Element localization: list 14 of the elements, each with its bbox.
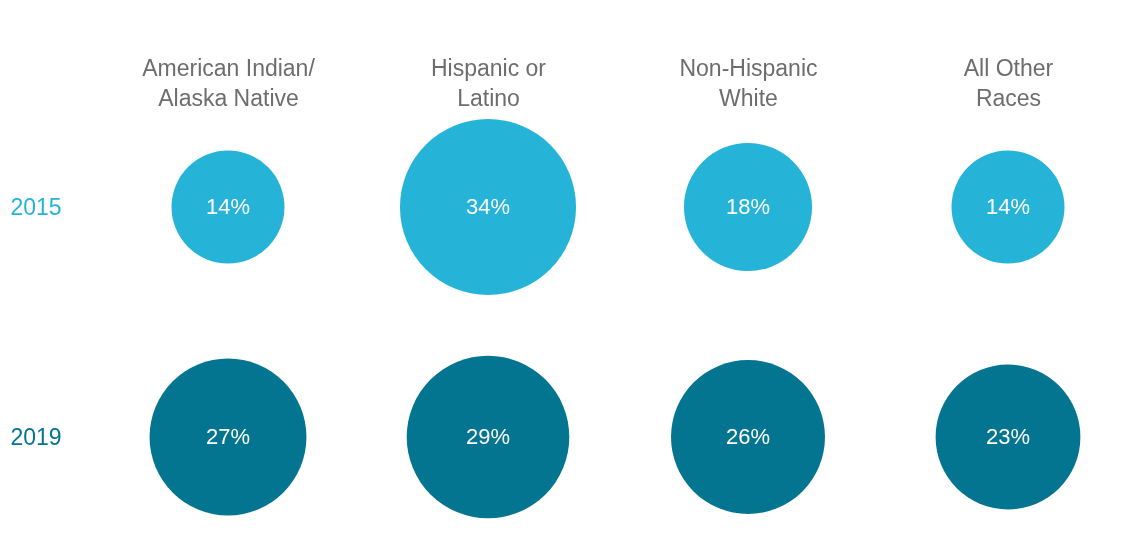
text: 2019: [10, 423, 62, 450]
data-label: 18%: [725, 194, 771, 219]
data-label: 14%: [205, 194, 251, 219]
text: 2015: [10, 193, 62, 220]
data-label: 29%: [465, 424, 511, 449]
data-label: 34%: [465, 194, 511, 219]
category-label: Hispanic or Latino: [430, 54, 547, 111]
data-label: 27%: [205, 424, 251, 449]
data-label: 14%: [985, 194, 1031, 219]
category-label: All Other Races: [963, 54, 1054, 111]
category-label: American Indian/ Alaska Native: [142, 54, 316, 111]
data-label: 26%: [725, 424, 771, 449]
data-label: 23%: [985, 424, 1031, 449]
category-label: Non-Hispanic White: [679, 54, 818, 111]
